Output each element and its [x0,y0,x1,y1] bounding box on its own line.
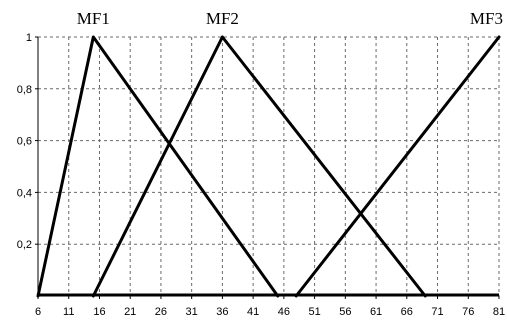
series-mf3-line [294,35,501,298]
x-tick-label: 76 [462,306,474,318]
x-tick-label: 61 [370,306,382,318]
series-name-label: MF1 [77,9,110,28]
x-tick-label: 56 [339,306,351,318]
series-lines [36,35,501,298]
series-mf2-line [91,35,427,298]
x-tick-label: 36 [216,306,228,318]
axes [35,36,500,299]
x-tick-label: 26 [155,306,167,318]
series-name-label: MF3 [470,9,503,28]
y-tick-label: 0,4 [17,187,32,199]
series-mf1-line [36,35,280,298]
x-tick-label: 21 [124,306,136,318]
x-tick-label: 46 [278,306,290,318]
y-tick-label: 0,6 [17,136,32,148]
x-tick-label: 71 [431,306,443,318]
y-tick-label: 0,8 [17,84,32,96]
x-tick-label: 51 [308,306,320,318]
x-tick-label: 41 [247,306,259,318]
labels: 6 11 16 21 26 31 36 41 46 51 56 61 66 71 76 81 0,2 0,4 0,6… [17,9,505,318]
x-tick-label: 11 [63,306,74,318]
x-tick-label: 31 [186,306,198,318]
x-tick-label: 16 [93,306,105,318]
x-tick-label: 66 [401,306,413,318]
y-tick-label: 0,2 [17,239,32,251]
grid [38,36,500,296]
x-tick-label: 6 [35,306,41,318]
x-tick-label: 81 [493,306,505,318]
y-tick-label: 1 [26,32,32,44]
series-name-label: MF2 [206,9,239,28]
